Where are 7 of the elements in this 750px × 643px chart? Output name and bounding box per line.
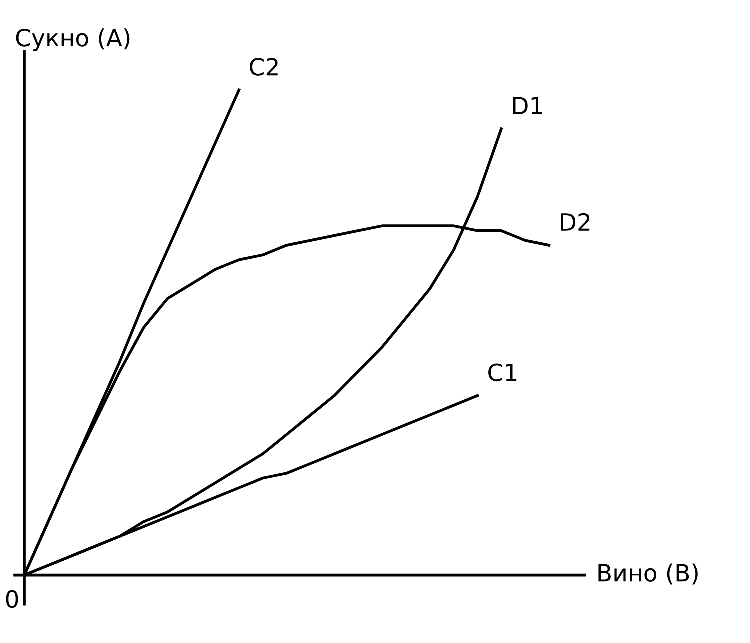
y-axis-title: Сукно (A) [16, 28, 130, 52]
text: 0 [6, 590, 18, 608]
series-label: C2 [250, 58, 278, 76]
series-label: D1 [513, 97, 542, 114]
series-label: D2 [561, 213, 590, 231]
x-axis-title: Вино (B) [598, 564, 698, 585]
series-label: C1 [488, 364, 517, 382]
